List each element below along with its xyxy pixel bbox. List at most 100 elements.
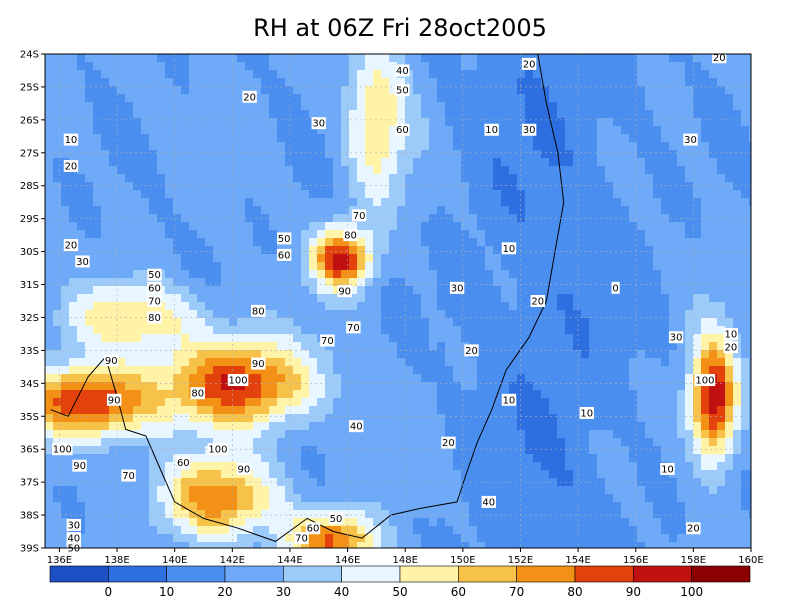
rh-cell — [613, 150, 622, 159]
rh-cell — [141, 62, 150, 71]
rh-cell — [149, 430, 158, 439]
rh-cell — [117, 278, 126, 287]
rh-cell — [253, 142, 262, 151]
rh-cell — [517, 518, 526, 527]
rh-cell — [285, 470, 294, 479]
rh-cell — [53, 334, 62, 343]
rh-cell — [581, 534, 590, 543]
rh-cell — [405, 254, 414, 263]
rh-cell — [93, 246, 102, 255]
rh-cell — [197, 54, 206, 63]
rh-cell — [629, 462, 638, 471]
rh-cell — [325, 358, 334, 367]
rh-cell — [437, 158, 446, 167]
rh-cell — [197, 374, 206, 383]
rh-cell — [581, 206, 590, 215]
rh-cell — [173, 166, 182, 175]
rh-cell — [213, 526, 222, 535]
rh-cell — [221, 222, 230, 231]
rh-cell — [429, 254, 438, 263]
rh-cell — [149, 198, 158, 207]
rh-cell — [517, 398, 526, 407]
rh-cell — [125, 446, 134, 455]
rh-cell — [637, 406, 646, 415]
rh-cell — [141, 150, 150, 159]
rh-cell — [277, 278, 286, 287]
rh-cell — [533, 158, 542, 167]
rh-cell — [157, 70, 166, 79]
rh-cell — [421, 198, 430, 207]
rh-cell — [485, 374, 494, 383]
rh-cell — [109, 518, 118, 527]
rh-cell — [629, 230, 638, 239]
rh-cell — [597, 286, 606, 295]
rh-cell — [445, 366, 454, 375]
rh-cell — [205, 126, 214, 135]
rh-cell — [333, 350, 342, 359]
rh-cell — [293, 238, 302, 247]
rh-cell — [221, 78, 230, 87]
rh-cell — [573, 254, 582, 263]
rh-cell — [109, 510, 118, 519]
rh-cell — [189, 382, 198, 391]
rh-cell — [493, 342, 502, 351]
rh-cell — [373, 126, 382, 135]
rh-cell — [157, 262, 166, 271]
rh-cell — [117, 198, 126, 207]
rh-cell — [477, 446, 486, 455]
rh-cell — [125, 486, 134, 495]
rh-cell — [85, 126, 94, 135]
rh-cell — [381, 254, 390, 263]
rh-cell — [645, 494, 654, 503]
rh-cell — [637, 150, 646, 159]
rh-cell — [509, 126, 518, 135]
rh-cell — [157, 238, 166, 247]
rh-cell — [597, 214, 606, 223]
rh-cell — [77, 238, 86, 247]
rh-cell — [677, 270, 686, 279]
rh-cell — [557, 294, 566, 303]
rh-cell — [517, 422, 526, 431]
rh-cell — [573, 526, 582, 535]
rh-cell — [349, 430, 358, 439]
rh-cell — [61, 494, 70, 503]
rh-cell — [165, 470, 174, 479]
rh-cell — [373, 358, 382, 367]
rh-cell — [157, 198, 166, 207]
rh-cell — [285, 310, 294, 319]
rh-cell — [325, 78, 334, 87]
rh-cell — [365, 278, 374, 287]
rh-cell — [77, 142, 86, 151]
rh-cell — [629, 494, 638, 503]
rh-cell — [53, 70, 62, 79]
rh-cell — [477, 142, 486, 151]
rh-cell — [253, 134, 262, 143]
rh-cell — [237, 70, 246, 79]
rh-cell — [653, 518, 662, 527]
rh-cell — [557, 78, 566, 87]
rh-cell — [437, 198, 446, 207]
rh-cell — [85, 54, 94, 63]
rh-cell — [469, 326, 478, 335]
rh-cell — [61, 534, 70, 543]
rh-cell — [85, 494, 94, 503]
rh-cell — [685, 158, 694, 167]
rh-cell — [109, 70, 118, 79]
rh-cell — [277, 182, 286, 191]
rh-cell — [445, 150, 454, 159]
rh-cell — [357, 334, 366, 343]
rh-cell — [397, 142, 406, 151]
rh-cell — [333, 166, 342, 175]
rh-cell — [261, 198, 270, 207]
rh-cell — [109, 230, 118, 239]
rh-cell — [469, 110, 478, 119]
rh-cell — [349, 358, 358, 367]
rh-cell — [333, 182, 342, 191]
rh-cell — [349, 270, 358, 279]
rh-cell — [661, 342, 670, 351]
rh-cell — [461, 118, 470, 127]
rh-cell — [53, 374, 62, 383]
rh-cell — [205, 302, 214, 311]
rh-cell — [181, 486, 190, 495]
rh-cell — [565, 414, 574, 423]
